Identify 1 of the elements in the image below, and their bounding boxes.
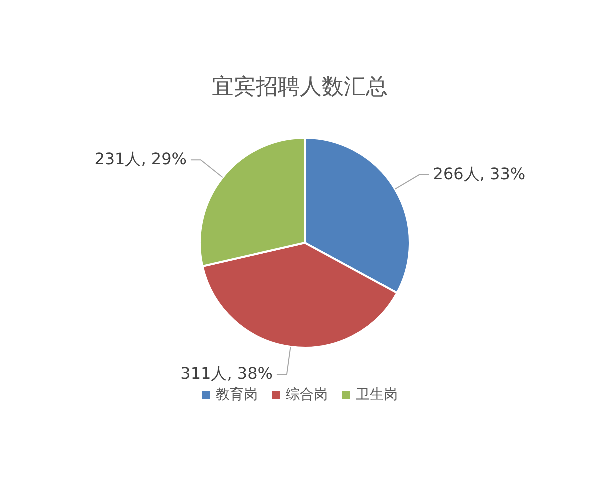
title: 宜宾招聘人数汇总	[212, 75, 388, 100]
